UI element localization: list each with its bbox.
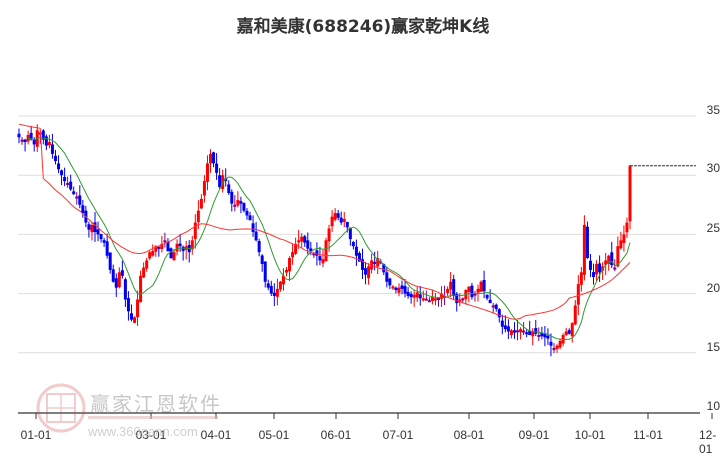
x-tick-label: 01-01 — [20, 428, 52, 442]
watermark-url: www.360gann.com — [88, 424, 198, 439]
x-tick-label: 05-01 — [258, 428, 290, 442]
x-tick-label: 04-01 — [200, 428, 232, 442]
y-tick-25: 25 — [706, 221, 720, 235]
x-tick-label: 12-01 — [699, 428, 717, 456]
x-tick-label: 09-01 — [518, 428, 550, 442]
y-tick-15: 15 — [706, 340, 720, 354]
watermark-brand: 赢家江恩软件 — [90, 392, 222, 416]
x-tick-label: 11-01 — [633, 428, 663, 442]
x-tick-label: 10-01 — [574, 428, 606, 442]
x-tick-label: 03-01 — [135, 428, 167, 442]
x-tick-label: 07-01 — [382, 428, 414, 442]
y-tick-35: 35 — [706, 103, 720, 117]
y-tick-20: 20 — [706, 281, 720, 295]
x-tick-label: 08-01 — [453, 428, 485, 442]
watermark-divider — [88, 416, 218, 419]
x-tick-label: 06-01 — [320, 428, 352, 442]
chart-title: 嘉和美康(688246)赢家乾坤K线 — [236, 17, 490, 37]
watermark-seal-icon — [36, 383, 86, 433]
y-tick-10: 10 — [706, 399, 720, 413]
y-tick-30: 30 — [706, 161, 720, 175]
